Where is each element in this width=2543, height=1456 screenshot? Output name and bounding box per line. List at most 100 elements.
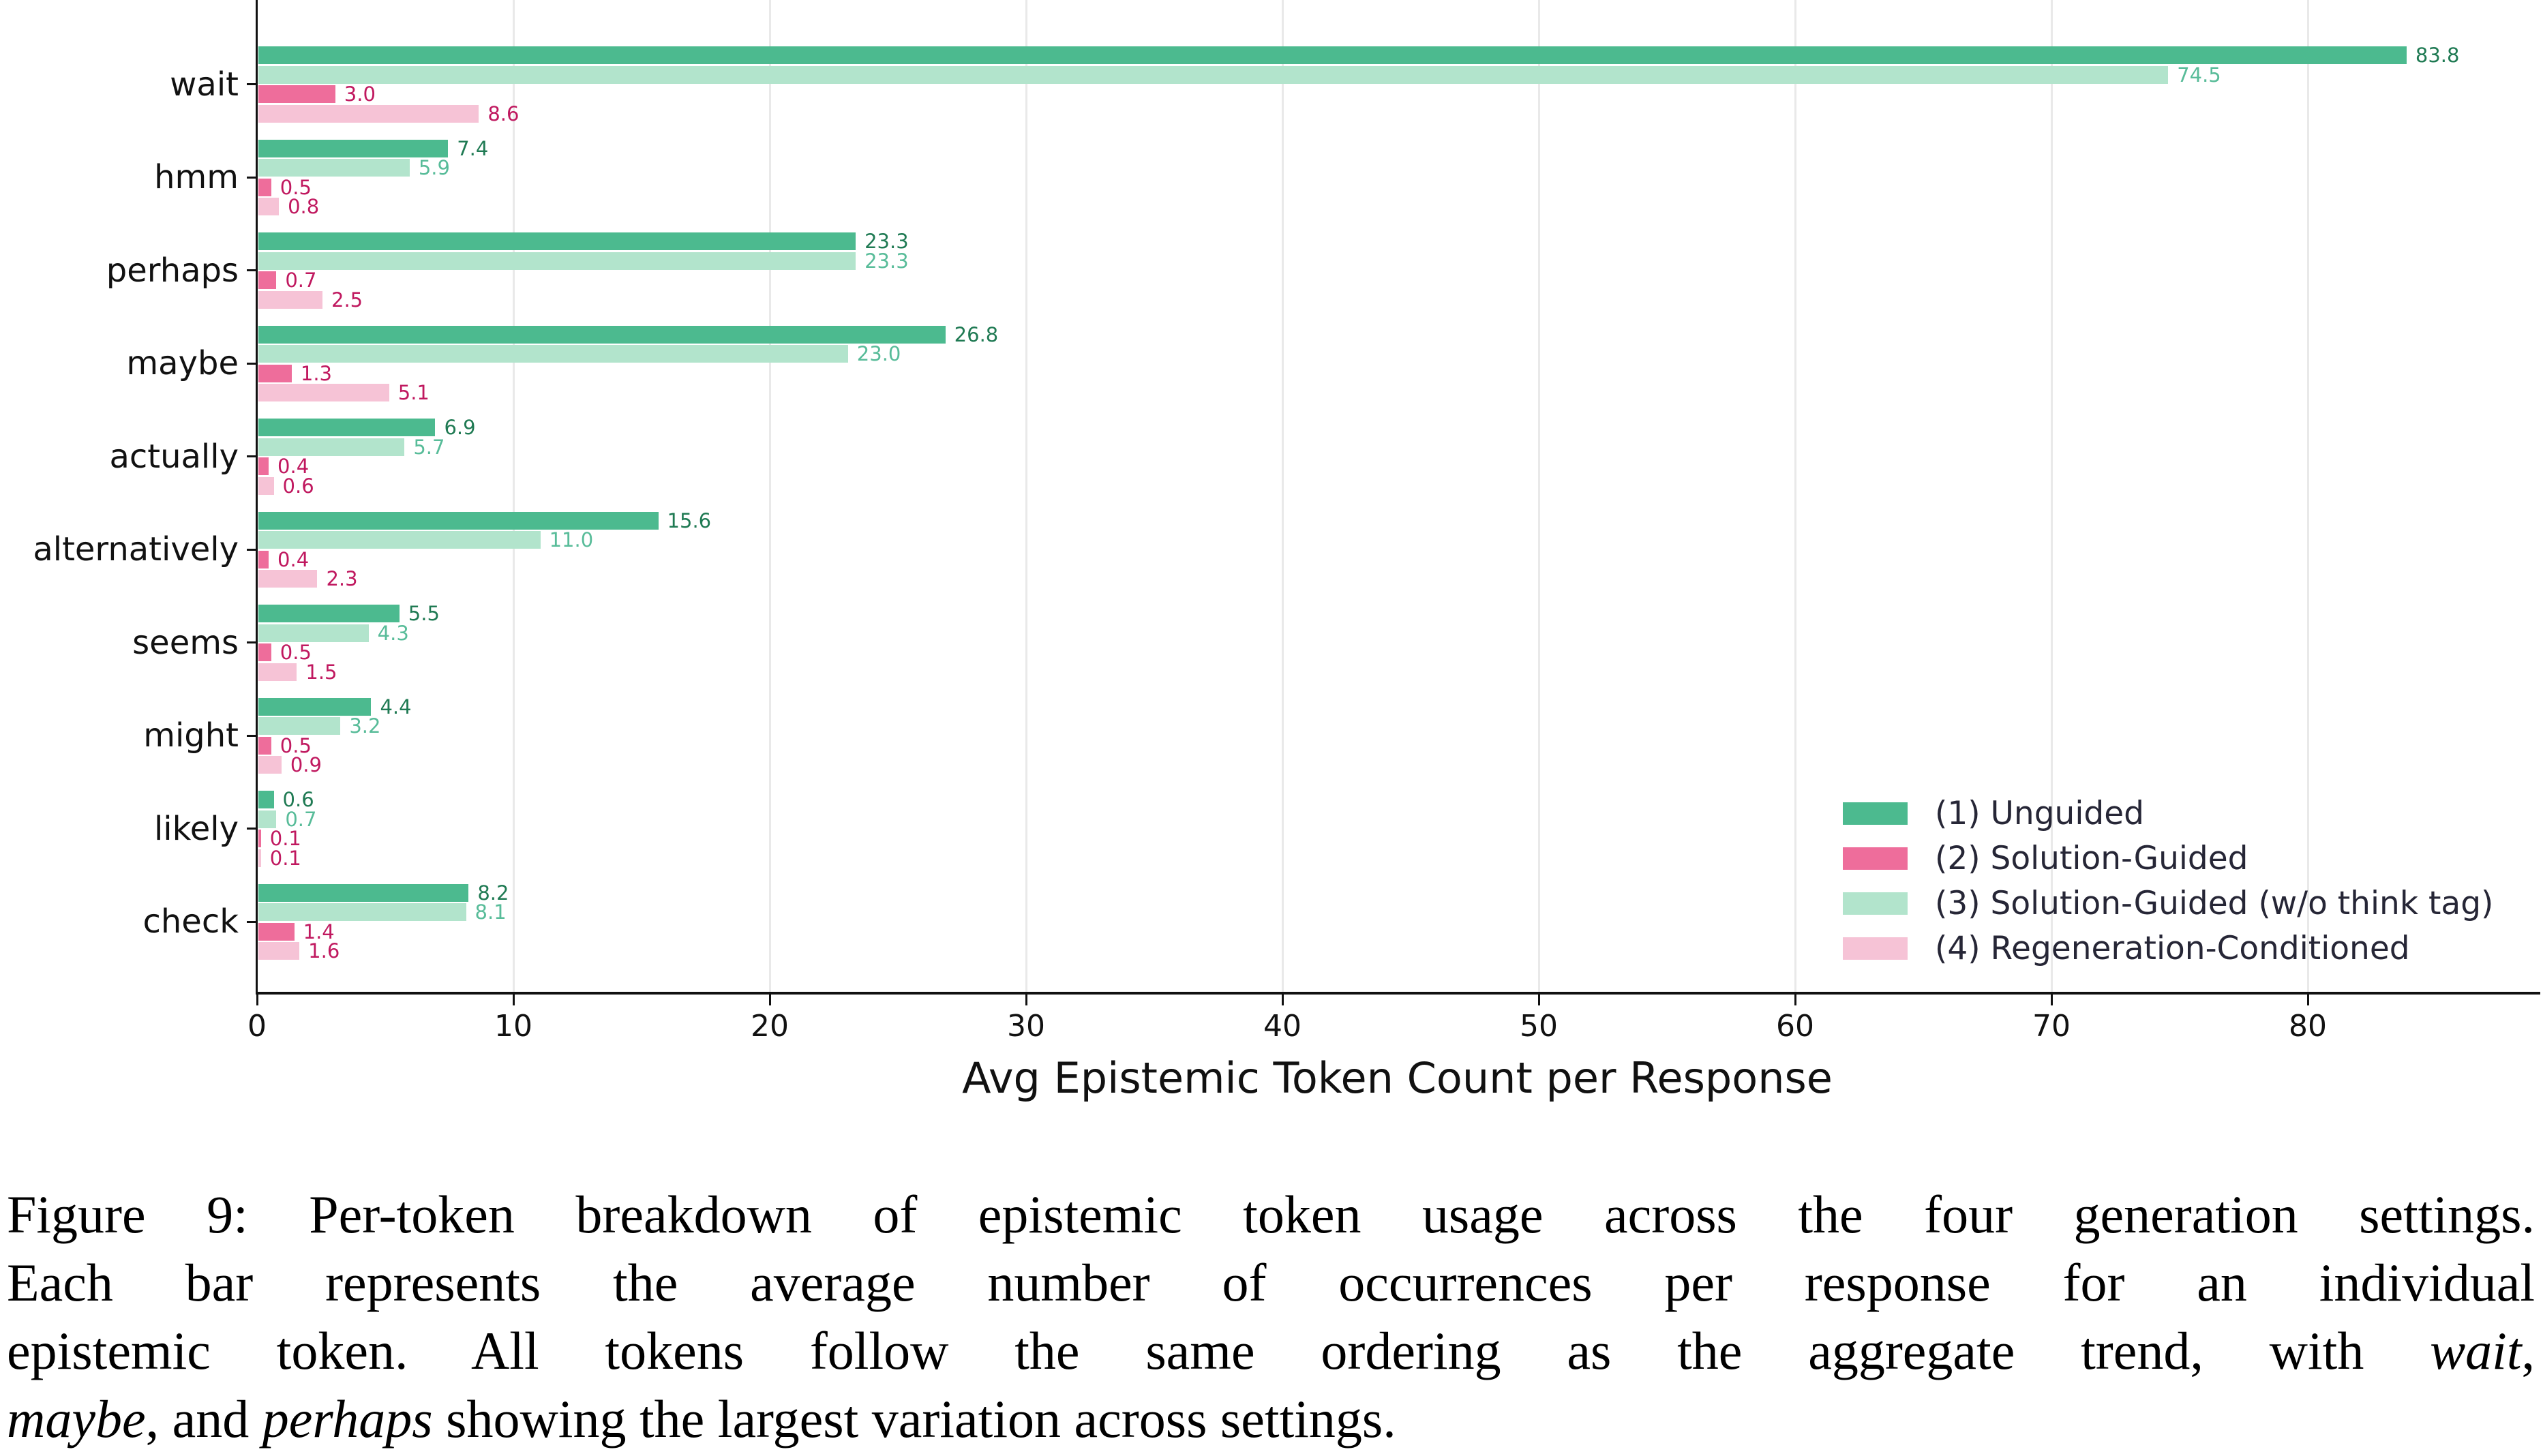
bar-value-wait-series-3: 74.5	[2177, 63, 2221, 87]
bar-maybe-series-3	[258, 345, 848, 363]
bar-value-maybe-series-4: 5.1	[397, 381, 430, 405]
bar-hmm-series-4	[258, 198, 280, 216]
bar-perhaps-series-4	[258, 290, 322, 309]
category-label-likely: likely	[153, 809, 239, 848]
bar-value-maybe-series-1: 26.8	[954, 322, 999, 346]
bar-value-check-series-2: 1.4	[303, 920, 335, 943]
bar-seems-series-3	[258, 624, 369, 642]
x-tick-label-80: 80	[2289, 1009, 2327, 1044]
gridline-50	[1537, 0, 1540, 992]
legend-swatch-2	[1843, 847, 1908, 870]
bar-alternatively-series-2	[258, 550, 269, 568]
x-tick-40	[1281, 995, 1284, 1005]
legend-swatch-4	[1843, 937, 1908, 960]
gridline-20	[768, 0, 771, 992]
bar-value-likely-series-1: 0.6	[282, 788, 314, 811]
x-tick-label-50: 50	[1520, 1009, 1558, 1044]
caption-text: Figure 9: Per-token breakdown of epistem…	[7, 1185, 2535, 1244]
y-tick-hmm	[247, 176, 256, 179]
category-label-actually: actually	[109, 437, 239, 476]
bar-seems-series-4	[258, 663, 297, 681]
y-tick-might	[247, 734, 256, 737]
legend-item-1: (1) Unguided	[1843, 791, 2493, 836]
legend-swatch-3	[1843, 892, 1908, 915]
bar-value-seems-series-3: 4.3	[377, 621, 409, 645]
legend-label-3: (3) Solution-Guided (w/o think tag)	[1935, 884, 2494, 922]
legend: (1) Unguided (2) Solution-Guided (3) Solut…	[1843, 791, 2493, 971]
x-tick-0	[256, 995, 258, 1005]
caption-text: epistemic token. All tokens follow the s…	[7, 1321, 2431, 1380]
category-label-hmm: hmm	[154, 158, 239, 197]
y-tick-check	[247, 920, 256, 923]
category-label-check: check	[142, 903, 239, 941]
bar-hmm-series-1	[258, 139, 449, 157]
x-tick-label-20: 20	[751, 1009, 789, 1044]
bar-likely-series-2	[258, 830, 261, 848]
legend-label-2: (2) Solution-Guided	[1935, 839, 2248, 877]
caption-text: showing the largest variation across set…	[432, 1389, 1396, 1449]
bar-actually-series-2	[258, 457, 269, 476]
y-tick-maybe	[247, 362, 256, 365]
figure-caption: Figure 9: Per-token breakdown of epistem…	[7, 1181, 2535, 1453]
x-tick-label-40: 40	[1263, 1009, 1301, 1044]
bar-value-might-series-3: 3.2	[349, 714, 381, 738]
legend-label-4: (4) Regeneration-Conditioned	[1935, 929, 2410, 967]
bar-maybe-series-2	[258, 364, 292, 382]
bar-value-perhaps-series-4: 2.5	[331, 288, 363, 312]
gridline-30	[1025, 0, 1027, 992]
caption-line-3: epistemic token. All tokens follow the s…	[7, 1317, 2535, 1385]
bar-seems-series-1	[258, 605, 400, 622]
gridline-10	[512, 0, 515, 992]
caption-line-4: maybe, and perhaps showing the largest v…	[7, 1385, 2535, 1453]
bar-value-perhaps-series-2: 0.7	[285, 269, 317, 292]
bar-value-hmm-series-3: 5.9	[418, 156, 450, 180]
bar-value-alternatively-series-3: 11.0	[549, 528, 594, 552]
caption-italic-token: wait	[2430, 1321, 2522, 1380]
bar-value-hmm-series-4: 0.8	[288, 195, 320, 219]
y-tick-seems	[247, 641, 256, 644]
x-tick-10	[512, 995, 515, 1005]
bar-perhaps-series-3	[258, 252, 856, 270]
x-axis-title: Avg Epistemic Token Count per Response	[962, 1053, 1833, 1103]
x-axis-line	[256, 992, 2540, 995]
bar-wait-series-3	[258, 65, 2169, 84]
bar-alternatively-series-1	[258, 511, 659, 530]
bar-likely-series-3	[258, 810, 277, 828]
x-tick-30	[1025, 995, 1027, 1005]
y-tick-likely	[247, 828, 256, 830]
legend-swatch-1	[1843, 802, 1908, 825]
x-tick-80	[2306, 995, 2309, 1005]
bar-seems-series-2	[258, 643, 271, 662]
bar-value-wait-series-1: 83.8	[2415, 44, 2460, 67]
bar-value-hmm-series-2: 0.5	[280, 175, 312, 199]
bar-check-series-1	[258, 883, 469, 902]
legend-item-2: (2) Solution-Guided	[1843, 836, 2493, 881]
x-tick-60	[1794, 995, 1796, 1005]
bar-value-wait-series-2: 3.0	[344, 82, 376, 106]
bar-value-check-series-4: 1.6	[308, 939, 340, 963]
bar-value-alternatively-series-2: 0.4	[277, 547, 310, 571]
x-tick-50	[1537, 995, 1540, 1005]
gridline-70	[2050, 0, 2053, 992]
bar-likely-series-4	[258, 849, 261, 867]
bar-value-actually-series-1: 6.9	[444, 416, 476, 439]
x-tick-20	[768, 995, 771, 1005]
bar-wait-series-2	[258, 85, 335, 104]
bar-perhaps-series-2	[258, 271, 277, 290]
x-tick-label-70: 70	[2032, 1009, 2071, 1044]
bar-value-likely-series-4: 0.1	[269, 846, 301, 870]
caption-line-2: Each bar represents the average number o…	[7, 1249, 2535, 1317]
x-tick-label-60: 60	[1776, 1009, 1814, 1044]
bar-alternatively-series-4	[258, 570, 318, 588]
bar-likely-series-1	[258, 791, 274, 808]
bar-wait-series-1	[258, 46, 2407, 64]
category-label-wait: wait	[170, 65, 239, 104]
legend-item-3: (3) Solution-Guided (w/o think tag)	[1843, 881, 2493, 926]
bar-actually-series-3	[258, 438, 405, 456]
bar-value-likely-series-3: 0.7	[285, 807, 317, 831]
bar-value-seems-series-2: 0.5	[280, 641, 312, 665]
caption-italic-token: maybe	[7, 1389, 146, 1449]
bar-value-check-series-1: 8.2	[477, 881, 509, 905]
bar-value-perhaps-series-1: 23.3	[864, 230, 909, 253]
